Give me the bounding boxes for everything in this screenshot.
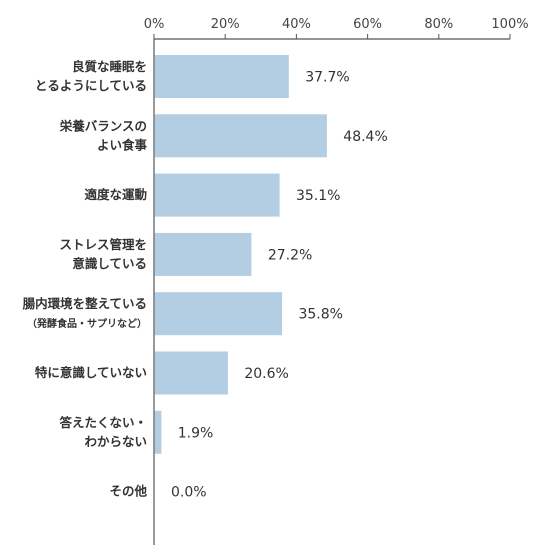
value-label: 48.4% — [343, 129, 387, 145]
bar — [154, 55, 289, 98]
category-label: 適度な運動 — [84, 187, 147, 202]
category-label: 特に意識していない — [35, 365, 147, 380]
category-label: 良質な睡眠を — [72, 59, 147, 74]
value-label: 35.1% — [296, 188, 340, 204]
value-label: 1.9% — [178, 425, 214, 441]
bars-layer — [154, 55, 327, 454]
value-label: 20.6% — [244, 366, 288, 382]
category-label: とるようにしている — [35, 78, 147, 93]
category-sublabel: （発酵食品・サプリなど） — [27, 317, 147, 330]
x-tick-label: 100% — [491, 17, 528, 32]
x-tick-label: 20% — [211, 17, 240, 32]
category-label: その他 — [109, 484, 147, 499]
bar — [154, 292, 283, 336]
category-label: 答えたくない・ — [59, 415, 147, 430]
x-tick-label: 80% — [424, 17, 453, 32]
category-label: よい食事 — [97, 137, 148, 152]
value-label: 27.2% — [268, 247, 312, 263]
category-label: 栄養バランスの — [59, 118, 147, 133]
bar — [154, 410, 162, 454]
category-labels: 良質な睡眠をとるようにしている栄養バランスのよい食事適度な運動ストレス管理を意識… — [23, 59, 148, 499]
value-label: 0.0% — [171, 485, 207, 501]
bar — [154, 351, 228, 395]
category-label: 腸内環境を整えている — [23, 296, 147, 311]
x-tick-label: 0% — [144, 17, 165, 32]
bar — [154, 173, 280, 217]
category-label: ストレス管理を — [59, 237, 147, 252]
x-tick-label: 60% — [353, 17, 382, 32]
value-label: 35.8% — [298, 307, 342, 323]
category-label: わからない — [84, 434, 147, 449]
category-label: 意識している — [72, 256, 147, 271]
bar — [154, 114, 327, 158]
value-labels: 37.7% 48.4% 35.1% 27.2% 35.8% 20.6% 1.9% 0.0% — [171, 70, 388, 501]
bar — [154, 232, 252, 276]
axis-layer: 0% 20% 40% 60% 80% 100% — [144, 17, 529, 545]
x-tick-label: 40% — [282, 17, 311, 32]
value-label: 37.7% — [305, 70, 349, 86]
